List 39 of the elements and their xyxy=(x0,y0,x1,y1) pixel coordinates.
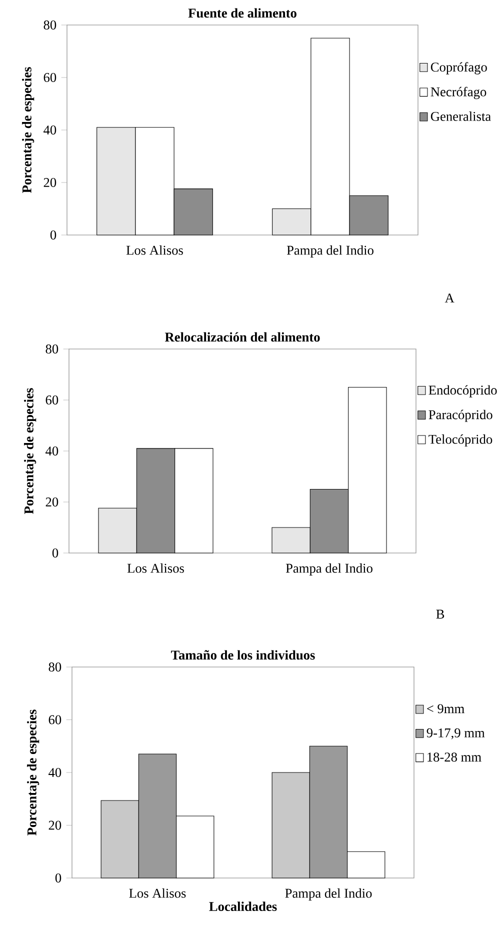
x-tick-label: Pampa del Indio xyxy=(286,563,372,576)
y-tick-label: 40 xyxy=(48,768,61,777)
chart-title: Tamaño de los individuos xyxy=(170,650,315,660)
chart-title: Relocalización del alimento xyxy=(164,332,320,342)
x-tick-label: Los Alisos xyxy=(127,563,184,573)
legend-label: 18-28 mm xyxy=(427,752,482,762)
y-tick-label: 20 xyxy=(48,820,61,830)
legend-label: Coprófago xyxy=(430,62,487,74)
y-axis-title: Porcentaje de especies xyxy=(26,710,39,836)
y-axis-title: Porcentaje de especies xyxy=(22,67,34,193)
legend-label: 9-17,9 mm xyxy=(426,728,485,740)
y-tick-label: 60 xyxy=(44,73,56,82)
y-tick-label: 0 xyxy=(50,230,56,240)
y-tick-label: 0 xyxy=(55,873,61,882)
y-tick-label: 20 xyxy=(44,178,56,187)
y-tick-label: 0 xyxy=(52,548,58,558)
y-tick-label: 80 xyxy=(46,344,58,354)
y-tick-label: 60 xyxy=(46,396,58,404)
legend-label: Necrófago xyxy=(430,86,486,100)
legend-label: Paracóprido xyxy=(428,410,492,422)
legend-label: < 9mm xyxy=(426,704,464,714)
y-tick-label: 80 xyxy=(48,662,61,672)
legend-label: Generalista xyxy=(430,112,491,121)
x-tick-label: Los Alisos xyxy=(126,245,183,255)
x-tick-label: Los Alisos xyxy=(129,888,186,898)
x-tick-label: Pampa del Indio xyxy=(285,888,372,900)
text: A xyxy=(444,294,454,302)
y-axis-title: Porcentaje de especies xyxy=(24,388,36,514)
legend-label: Endocóprido xyxy=(428,385,497,398)
x-tick-label: Pampa del Indio xyxy=(286,245,374,258)
chart-title: Fuente de alimento xyxy=(188,8,296,18)
y-tick-label: 40 xyxy=(45,446,58,456)
y-tick-label: 80 xyxy=(44,20,56,30)
legend-label: Telocóprido xyxy=(428,434,492,447)
y-tick-label: 40 xyxy=(43,126,56,134)
y-tick-label: 60 xyxy=(48,715,61,724)
text: B xyxy=(436,610,444,619)
y-tick-label: 20 xyxy=(46,498,58,506)
x-axis-title: Localidades xyxy=(209,902,277,912)
